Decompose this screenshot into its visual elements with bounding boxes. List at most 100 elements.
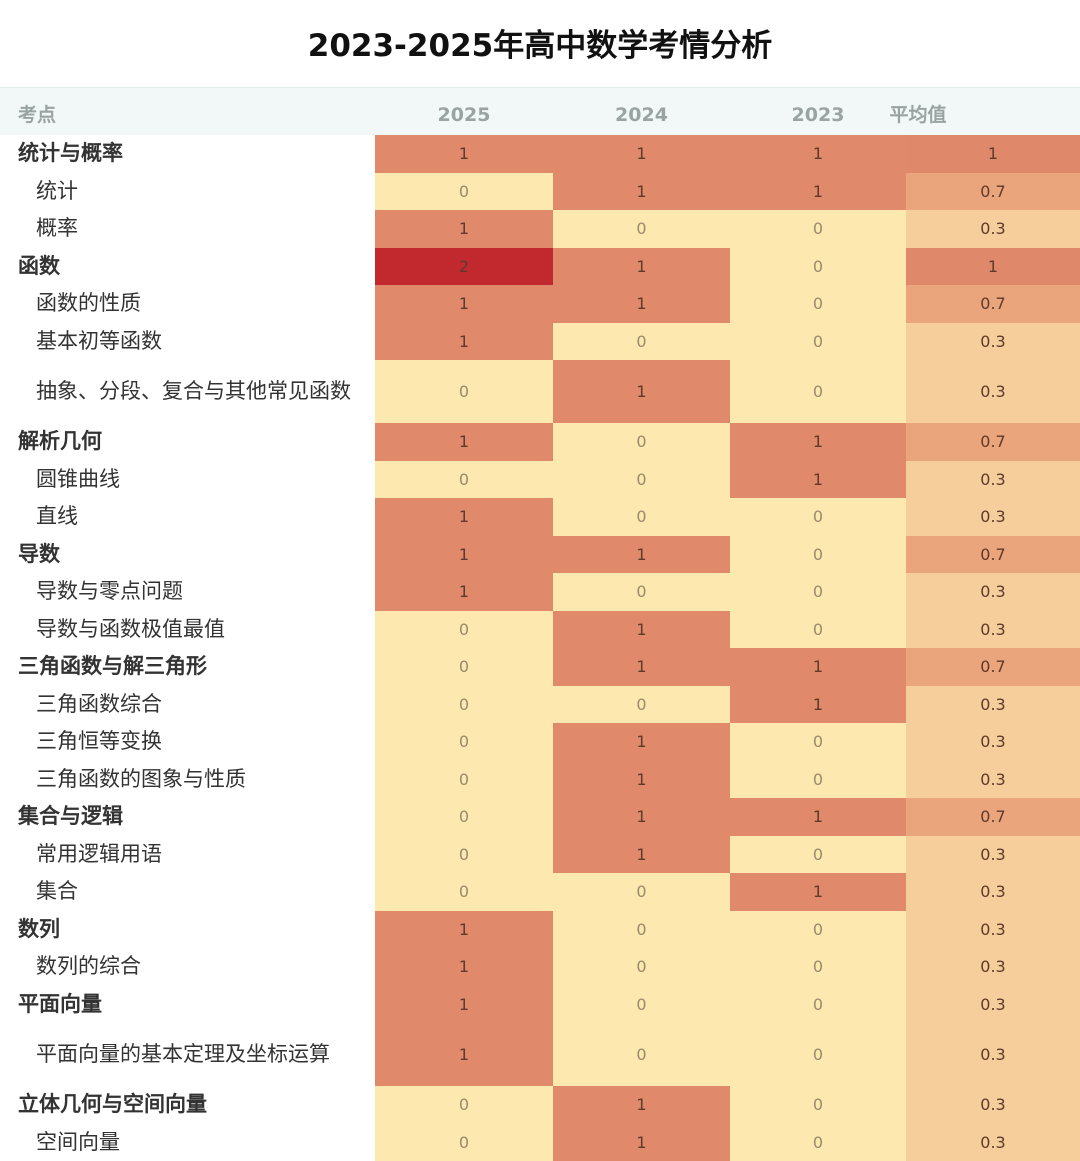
- header-kaodian: 考点: [18, 88, 56, 136]
- heatmap-cell-2025: 1: [375, 135, 553, 173]
- row-label: 空间向量: [0, 1124, 375, 1161]
- heatmap-cell-2024: 0: [553, 986, 730, 1024]
- heatmap-cell-2024: 0: [553, 911, 730, 949]
- heatmap-cell-average: 0.3: [906, 723, 1080, 761]
- heatmap-cell-2024: 1: [553, 723, 730, 761]
- heatmap-cell-2023: 1: [730, 173, 906, 211]
- heatmap-cell-average: 0.3: [906, 210, 1080, 248]
- heatmap-cell-2025: 1: [375, 210, 553, 248]
- heatmap-cell-average: 0.7: [906, 536, 1080, 574]
- heatmap-cell-2024: 1: [553, 761, 730, 799]
- heatmap-cell-2023: 0: [730, 911, 906, 949]
- heatmap-cell-2023: 1: [730, 686, 906, 724]
- table-header: 考点 2025 2024 2023 平均值: [0, 87, 1080, 135]
- heatmap-cell-2024: 1: [553, 836, 730, 874]
- heatmap-cell-2024: 1: [553, 173, 730, 211]
- row-label: 常用逻辑用语: [0, 836, 375, 874]
- heatmap-cell-average: 0.7: [906, 648, 1080, 686]
- heatmap-cell-2024: 1: [553, 536, 730, 574]
- heatmap-cell-2023: 0: [730, 1124, 906, 1161]
- heatmap-cell-2025: 1: [375, 498, 553, 536]
- heatmap-cell-average: 0.3: [906, 873, 1080, 911]
- heatmap-cell-2025: 0: [375, 173, 553, 211]
- heatmap-cell-2025: 1: [375, 1023, 553, 1086]
- heatmap-cell-2025: 0: [375, 360, 553, 423]
- row-label: 解析几何: [0, 423, 375, 461]
- heatmap-cell-2025: 0: [375, 611, 553, 649]
- heatmap-cell-average: 0.3: [906, 1023, 1080, 1086]
- heatmap-cell-2024: 0: [553, 461, 730, 499]
- heatmap-cell-2024: 1: [553, 1124, 730, 1161]
- heatmap-cell-2023: 0: [730, 210, 906, 248]
- row-label: 导数与函数极值最值: [0, 611, 375, 649]
- heatmap-cell-2024: 1: [553, 360, 730, 423]
- row-label: 三角恒等变换: [0, 723, 375, 761]
- heatmap-cell-average: 0.3: [906, 1086, 1080, 1124]
- heatmap-cell-2024: 1: [553, 611, 730, 649]
- chart-title: 2023-2025年高中数学考情分析: [0, 22, 1080, 70]
- heatmap-cell-average: 0.3: [906, 461, 1080, 499]
- heatmap-cell-average: 0.3: [906, 986, 1080, 1024]
- row-label: 基本初等函数: [0, 323, 375, 361]
- heatmap-cell-2023: 1: [730, 873, 906, 911]
- row-label: 导数与零点问题: [0, 573, 375, 611]
- heatmap-cell-2023: 0: [730, 761, 906, 799]
- heatmap-cell-average: 0.3: [906, 498, 1080, 536]
- heatmap-cell-average: 0.3: [906, 323, 1080, 361]
- row-label: 三角函数综合: [0, 686, 375, 724]
- heatmap-cell-2023: 0: [730, 323, 906, 361]
- row-label: 统计与概率: [0, 135, 375, 173]
- heatmap-cell-2024: 0: [553, 210, 730, 248]
- heatmap-cell-2023: 0: [730, 836, 906, 874]
- heatmap-cell-2024: 0: [553, 686, 730, 724]
- heatmap-cell-2025: 0: [375, 723, 553, 761]
- heatmap-cell-2025: 1: [375, 911, 553, 949]
- heatmap-cell-2025: 1: [375, 323, 553, 361]
- heatmap-cell-2024: 0: [553, 423, 730, 461]
- heatmap-cell-average: 0.7: [906, 173, 1080, 211]
- heatmap-cell-2024: 1: [553, 648, 730, 686]
- heatmap-cell-2023: 0: [730, 285, 906, 323]
- heatmap-cell-average: 0.3: [906, 573, 1080, 611]
- heatmap-cell-2024: 0: [553, 1023, 730, 1086]
- row-label: 数列: [0, 911, 375, 949]
- row-label: 函数的性质: [0, 285, 375, 323]
- row-label: 数列的综合: [0, 948, 375, 986]
- row-label: 平面向量的基本定理及坐标运算: [0, 1023, 375, 1086]
- row-label: 统计: [0, 173, 375, 211]
- heatmap-cell-2023: 0: [730, 360, 906, 423]
- heatmap-cell-average: 0.7: [906, 285, 1080, 323]
- row-label: 导数: [0, 536, 375, 574]
- heatmap-cell-2023: 0: [730, 1023, 906, 1086]
- heatmap-cell-2023: 0: [730, 611, 906, 649]
- heatmap-cell-2024: 1: [553, 798, 730, 836]
- heatmap-cell-2023: 1: [730, 648, 906, 686]
- heatmap-cell-average: 0.3: [906, 611, 1080, 649]
- heatmap-cell-2025: 0: [375, 686, 553, 724]
- heatmap-cell-2023: 1: [730, 461, 906, 499]
- heatmap-cell-2023: 0: [730, 948, 906, 986]
- heatmap-cell-2025: 2: [375, 248, 553, 286]
- row-label: 抽象、分段、复合与其他常见函数: [0, 360, 375, 423]
- heatmap-cell-2025: 1: [375, 423, 553, 461]
- heatmap-cell-2024: 1: [553, 1086, 730, 1124]
- row-label: 集合与逻辑: [0, 798, 375, 836]
- heatmap-cell-2024: 0: [553, 498, 730, 536]
